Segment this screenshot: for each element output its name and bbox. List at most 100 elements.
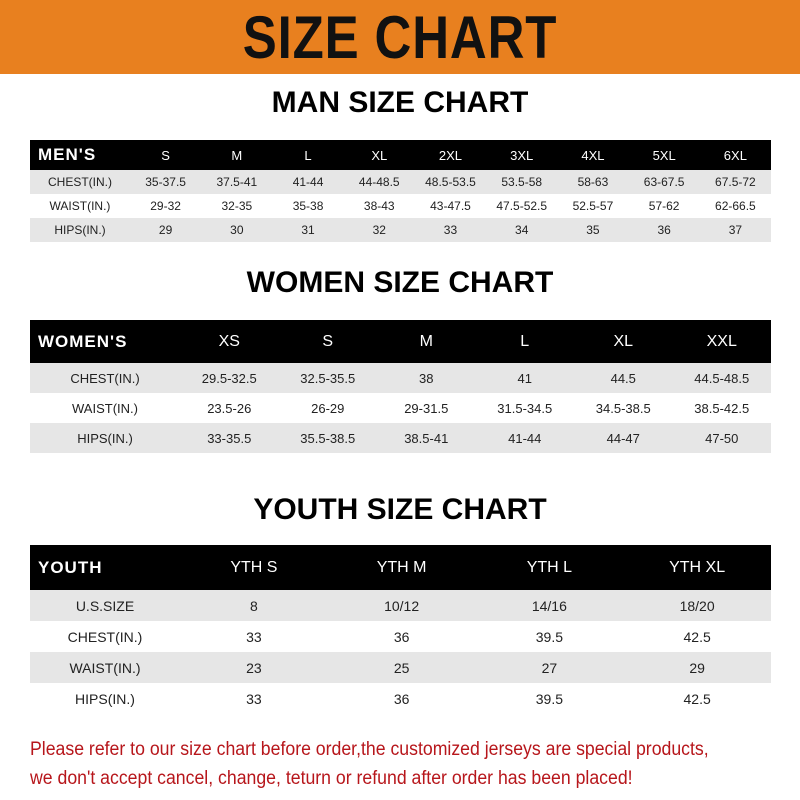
table-cell: 32.5-35.5 <box>278 363 377 393</box>
table-cell: 63-67.5 <box>628 170 700 194</box>
table-cell: 35-37.5 <box>130 170 202 194</box>
table-cell: 32 <box>343 218 415 242</box>
table-row: HIPS(IN.) 29 30 31 32 33 34 35 36 37 <box>30 218 771 242</box>
table-cell: 23.5-26 <box>207 400 252 416</box>
table-cell: 29-31.5 <box>404 400 449 416</box>
row-label: WAIST(IN.) <box>30 652 180 683</box>
table-cell: 36 <box>393 690 410 707</box>
table-cell: 35.5-38.5 <box>278 423 377 453</box>
table-label: WOMEN'S <box>30 320 180 363</box>
size-header: YTH L <box>475 545 624 590</box>
row-label: CHEST(IN.) <box>30 363 180 393</box>
table-cell: 62-66.5 <box>715 199 756 213</box>
notice-line: Please refer to our size chart before or… <box>30 739 709 760</box>
table-row: HIPS(IN.) 33-35.5 35.5-38.5 38.5-41 41-44 44-… <box>30 423 771 453</box>
table-cell: 29.5-32.5 <box>180 363 279 393</box>
table-cell: 35-38 <box>292 199 324 213</box>
table-cell: 41-44 <box>272 170 344 194</box>
banner-title: SIZE CHART <box>242 3 558 71</box>
table-row: CHEST(IN.) 35-37.5 37.5-41 41-44 44-48.5 48.5… <box>30 170 771 194</box>
table-cell: 44.5-48.5 <box>672 363 771 393</box>
table-cell: 38.5-42.5 <box>694 400 750 416</box>
row-label: CHEST(IN.) <box>30 170 130 194</box>
header-row: MEN'S S M L XL 2XL 3XL 4XL 5XL 6XL <box>30 140 771 170</box>
size-header: 6XL <box>699 140 771 170</box>
table-cell: 44-48.5 <box>343 170 415 194</box>
table-row: WAIST(IN.) 23 25 27 29 <box>30 652 771 683</box>
row-label: HIPS(IN.) <box>30 423 180 453</box>
notice-line: we don't accept cancel, change, teturn o… <box>30 768 633 789</box>
size-header: 4XL <box>557 140 629 170</box>
table-cell: 39.5 <box>535 628 563 645</box>
order-notice: Please refer to our size chart before or… <box>30 735 737 793</box>
size-header: M <box>377 320 476 363</box>
size-header: YTH XL <box>623 545 771 590</box>
table-cell: 53.5-58 <box>486 170 558 194</box>
table-cell: 14/16 <box>475 590 624 621</box>
youth-chart-title: YOUTH SIZE CHART <box>253 493 547 526</box>
table-cell: 41 <box>475 363 574 393</box>
table-row: HIPS(IN.) 33 36 39.5 42.5 <box>30 683 771 714</box>
table-cell: 33 <box>246 628 262 645</box>
table-cell: 42.5 <box>683 628 711 645</box>
size-header: 5XL <box>628 140 700 170</box>
table-cell: 48.5-53.5 <box>414 170 487 194</box>
size-header: 2XL <box>414 140 487 170</box>
header-row: WOMEN'S XS S M L XL XXL <box>30 320 771 363</box>
table-cell: 36 <box>393 628 410 645</box>
table-cell: 67.5-72 <box>699 170 771 194</box>
row-label: HIPS(IN.) <box>30 218 130 242</box>
table-cell: 38 <box>377 363 476 393</box>
table-row: WAIST(IN.) 29-32 32-35 35-38 38-43 43-47.5 47.… <box>30 194 771 218</box>
table-cell: 35 <box>557 218 629 242</box>
size-header: 3XL <box>486 140 558 170</box>
table-cell: 23 <box>180 652 328 683</box>
row-label: U.S.SIZE <box>30 590 180 621</box>
table-cell: 41-44 <box>475 423 574 453</box>
table-cell: 34 <box>486 218 558 242</box>
table-cell: 29 <box>623 652 771 683</box>
table-cell: 33 <box>246 690 262 707</box>
table-cell: 42.5 <box>683 690 711 707</box>
size-header: S <box>130 140 202 170</box>
table-cell: 37 <box>699 218 771 242</box>
size-header: XL <box>343 140 415 170</box>
women-chart-title: WOMEN SIZE CHART <box>246 266 554 299</box>
row-label: HIPS(IN.) <box>75 690 135 707</box>
row-label: WAIST(IN.) <box>72 400 138 416</box>
table-cell: 10/12 <box>327 590 476 621</box>
size-header: L <box>475 320 574 363</box>
table-cell: 47.5-52.5 <box>496 199 548 213</box>
men-chart-title: MAN SIZE CHART <box>271 86 529 119</box>
women-size-table: WOMEN'S XS S M L XL XXL CHEST(IN.) 29.5-32.5 32.5… <box>30 320 771 453</box>
men-size-table: MEN'S S M L XL 2XL 3XL 4XL 5XL 6XL CHEST(IN.) 35-37… <box>30 140 771 242</box>
table-cell: 8 <box>180 590 328 621</box>
table-cell: 38-43 <box>363 199 395 213</box>
size-header: S <box>278 320 377 363</box>
table-cell: 39.5 <box>535 690 563 707</box>
table-cell: 34.5-38.5 <box>595 400 651 416</box>
table-cell: 37.5-41 <box>201 170 273 194</box>
table-cell: 32-35 <box>221 199 253 213</box>
size-header: XXL <box>672 320 771 363</box>
table-cell: 52.5-57 <box>572 199 614 213</box>
row-label: WAIST(IN.) <box>49 199 111 213</box>
size-header: YTH S <box>180 545 328 590</box>
banner: SIZE CHART <box>0 0 800 74</box>
table-row: WAIST(IN.) 23.5-26 26-29 29-31.5 31.5-34.5 34… <box>30 393 771 423</box>
table-cell: 58-63 <box>557 170 629 194</box>
table-cell: 44-47 <box>574 423 673 453</box>
table-cell: 31.5-34.5 <box>497 400 553 416</box>
table-cell: 31 <box>272 218 344 242</box>
table-cell: 33-35.5 <box>180 423 279 453</box>
size-header: L <box>272 140 344 170</box>
size-header: YTH M <box>327 545 476 590</box>
table-cell: 25 <box>327 652 476 683</box>
table-cell: 57-62 <box>648 199 680 213</box>
size-header: XL <box>574 320 673 363</box>
row-label: CHEST(IN.) <box>67 628 143 645</box>
youth-size-table: YOUTH YTH S YTH M YTH L YTH XL U.S.SIZE 8 10/12… <box>30 545 771 714</box>
table-row: U.S.SIZE 8 10/12 14/16 18/20 <box>30 590 771 621</box>
table-cell: 36 <box>628 218 700 242</box>
table-cell: 38.5-41 <box>377 423 476 453</box>
